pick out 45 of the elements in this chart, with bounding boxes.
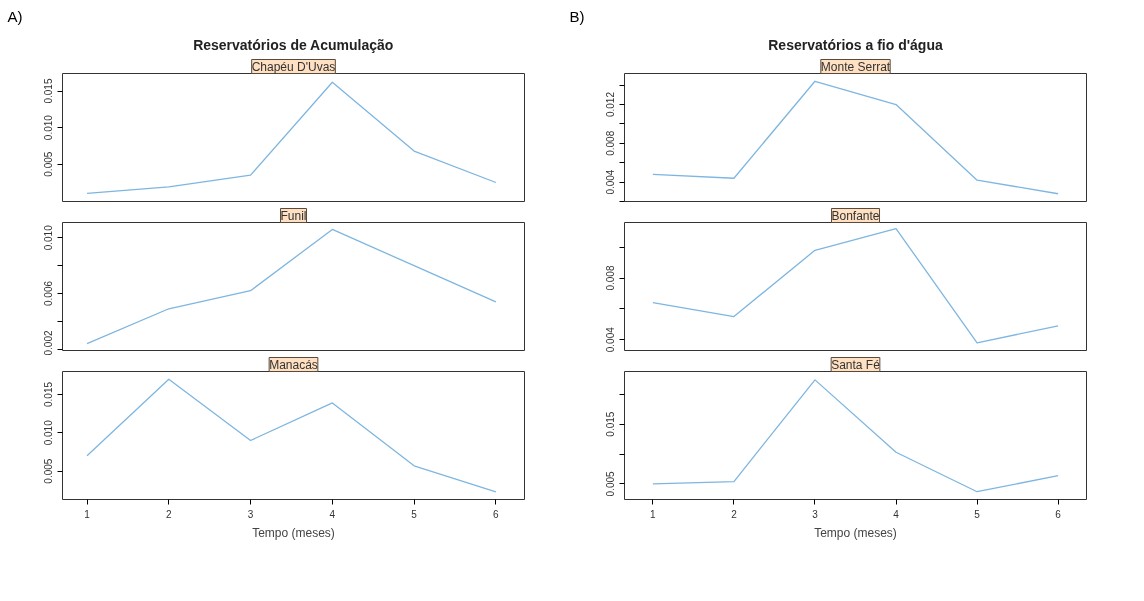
y-tick-label: 0.006 (43, 280, 55, 306)
y-tick-label: 0.004 (605, 169, 617, 195)
y-tick-label: 0.015 (43, 381, 55, 408)
chart-subtitle: Chapéu D'Uvas (251, 59, 336, 74)
line-series (86, 378, 497, 493)
y-tick-label: 0.010 (43, 419, 55, 446)
y-tick-label: 0.010 (43, 224, 55, 251)
x-tick-label: 2 (731, 508, 738, 520)
x-axis-title: Tempo (meses) (252, 525, 335, 540)
line-series (652, 379, 1059, 493)
x-tick-label: 2 (166, 508, 173, 520)
y-tick-label: 0.008 (605, 265, 617, 291)
y-tick-label: 0.002 (43, 330, 55, 356)
x-tick-label: 1 (650, 508, 657, 520)
x-tick-label: 5 (974, 508, 981, 520)
line-series (652, 80, 1059, 195)
x-tick-label: 3 (247, 508, 254, 520)
chart-title: Reservatórios de Acumulação (193, 36, 394, 53)
line-series (652, 228, 1059, 344)
line-series (86, 81, 497, 195)
x-tick-label: 4 (893, 508, 900, 520)
y-tick-label: 0.005 (605, 471, 617, 497)
x-tick-label: 5 (411, 508, 418, 520)
x-tick-label: 6 (1055, 508, 1062, 520)
x-tick-label: 6 (493, 508, 500, 520)
x-axis-title: Tempo (meses) (814, 525, 897, 540)
chart-subtitle: Funil (280, 208, 307, 223)
y-tick-label: 0.005 (43, 458, 55, 484)
chart-subtitle: Bonfante (831, 208, 880, 223)
x-tick-label: 3 (812, 508, 819, 520)
y-tick-label: 0.012 (605, 91, 617, 118)
text: A) (7, 7, 23, 25)
x-tick-label: 4 (329, 508, 336, 520)
chart-subtitle: Manacás (269, 357, 318, 372)
chart-subtitle: Santa Fé (831, 357, 881, 372)
chart-title: Reservatórios a fio d'água (768, 36, 943, 53)
text: B) (569, 7, 585, 25)
y-tick-label: 0.010 (43, 114, 55, 141)
y-tick-label: 0.015 (605, 411, 617, 437)
y-tick-label: 0.008 (605, 130, 617, 156)
y-tick-label: 0.015 (43, 78, 55, 104)
y-tick-label: 0.004 (605, 326, 617, 353)
y-tick-label: 0.005 (43, 151, 55, 177)
chart-subtitle: Monte Serrat (820, 59, 891, 74)
x-tick-label: 1 (84, 508, 91, 520)
